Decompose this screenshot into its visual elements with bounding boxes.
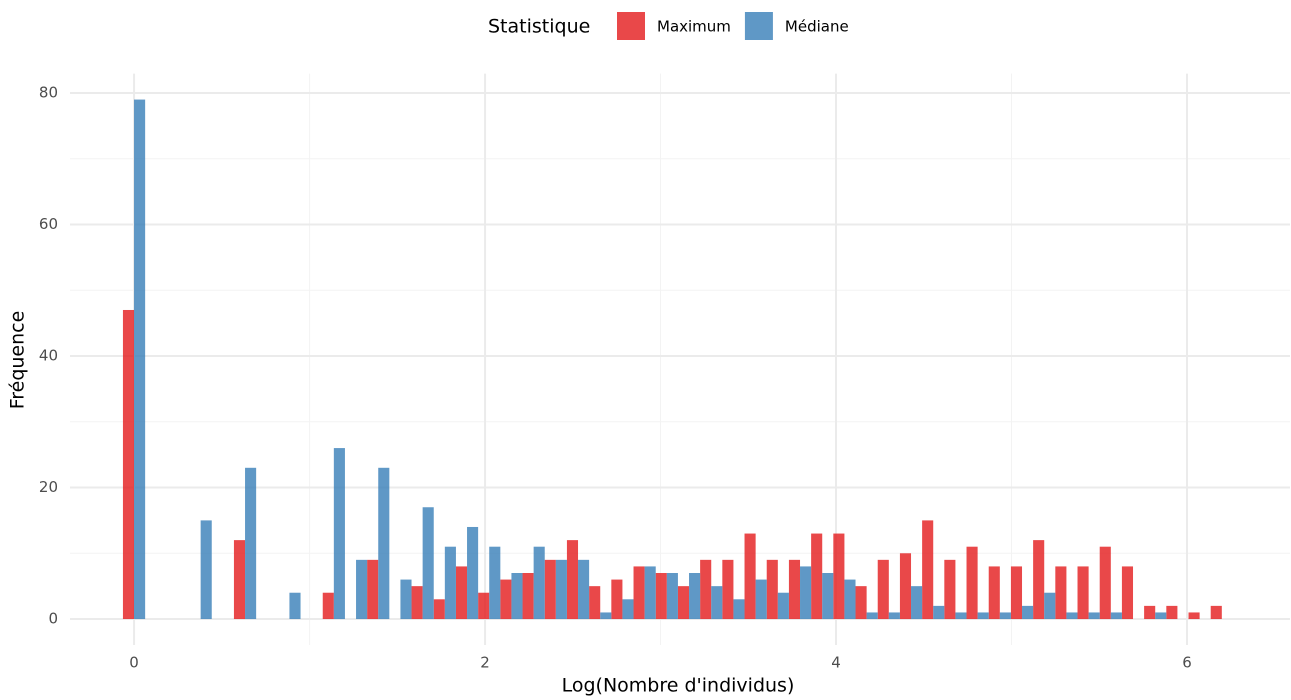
- bar: [544, 559, 556, 620]
- bar: [700, 559, 712, 620]
- bar: [511, 572, 523, 620]
- bar: [134, 99, 146, 620]
- x-tick-label: 2: [480, 654, 490, 672]
- y-axis-label: Fréquence: [7, 311, 29, 410]
- bar: [122, 309, 135, 620]
- bar: [744, 533, 756, 620]
- legend-swatch: [617, 12, 645, 40]
- bar: [899, 553, 912, 620]
- bar: [1210, 605, 1222, 620]
- x-tick-label: 0: [129, 654, 139, 672]
- bar: [356, 559, 368, 620]
- y-tick-label: 40: [39, 347, 58, 365]
- bar: [1088, 612, 1100, 620]
- bar: [922, 520, 934, 620]
- bar: [600, 612, 612, 620]
- bar: [422, 507, 434, 620]
- bar: [988, 566, 1000, 620]
- bar: [844, 579, 856, 620]
- bar: [578, 559, 590, 620]
- bar: [977, 612, 989, 620]
- bar: [622, 599, 634, 620]
- y-tick-label: 80: [39, 83, 58, 101]
- bar: [1044, 592, 1056, 620]
- bar: [400, 579, 412, 620]
- bar: [733, 599, 745, 620]
- bar: [411, 586, 423, 620]
- legend-label: Médiane: [785, 18, 849, 36]
- bar: [489, 546, 501, 620]
- bar: [1110, 612, 1122, 620]
- bar: [811, 533, 823, 620]
- bar: [777, 592, 789, 620]
- bar: [1010, 566, 1023, 620]
- bar: [233, 540, 246, 620]
- bar: [833, 533, 845, 620]
- bar: [322, 592, 334, 620]
- bar: [1055, 566, 1067, 620]
- bar: [711, 586, 723, 620]
- bar: [655, 572, 667, 620]
- bar: [533, 546, 545, 620]
- bar: [955, 612, 967, 620]
- x-tick-label: 6: [1182, 654, 1192, 672]
- bar: [555, 559, 567, 620]
- bar: [200, 520, 212, 620]
- bar: [677, 586, 690, 620]
- bar: [633, 566, 645, 620]
- bar: [788, 559, 801, 620]
- bar: [245, 467, 257, 620]
- bar: [589, 586, 601, 620]
- bar: [933, 605, 945, 620]
- bar: [866, 612, 878, 620]
- bar: [478, 592, 490, 620]
- bar: [1099, 546, 1111, 620]
- bar: [333, 448, 345, 620]
- bar: [522, 572, 534, 620]
- bar: [289, 592, 301, 620]
- bar: [689, 572, 701, 620]
- bar: [722, 559, 734, 620]
- legend-title: Statistique: [488, 16, 590, 38]
- bar: [378, 467, 390, 620]
- y-tick-label: 0: [48, 610, 58, 628]
- bar: [944, 559, 956, 620]
- bar: [367, 559, 379, 620]
- bar: [822, 572, 834, 620]
- bar: [999, 612, 1011, 620]
- legend-label: Maximum: [657, 18, 731, 36]
- bar: [467, 526, 479, 620]
- bar: [500, 579, 512, 620]
- bar: [644, 566, 656, 620]
- bar: [1022, 605, 1034, 620]
- bar: [1121, 566, 1134, 620]
- bar: [1188, 612, 1200, 620]
- bar: [1033, 540, 1045, 620]
- x-tick-label: 4: [831, 654, 841, 672]
- bar: [433, 599, 445, 620]
- bar: [455, 566, 468, 620]
- x-axis-label: Log(Nombre d'individus): [562, 675, 795, 697]
- bar: [1166, 605, 1178, 620]
- bar: [966, 546, 978, 620]
- y-tick-label: 60: [39, 215, 58, 233]
- bar: [855, 586, 867, 620]
- bar: [444, 546, 456, 620]
- bar: [666, 572, 678, 620]
- y-tick-label: 20: [39, 478, 58, 496]
- bar: [566, 540, 579, 620]
- bar: [911, 586, 923, 620]
- legend-swatch: [744, 12, 773, 40]
- bar: [888, 612, 900, 620]
- bar: [877, 559, 889, 620]
- bar: [611, 579, 623, 620]
- bar: [1066, 612, 1078, 620]
- bar: [1077, 566, 1089, 620]
- bar: [1144, 605, 1156, 620]
- bar: [755, 579, 767, 620]
- bar: [766, 559, 778, 620]
- bar: [800, 566, 812, 620]
- bar: [1155, 612, 1167, 620]
